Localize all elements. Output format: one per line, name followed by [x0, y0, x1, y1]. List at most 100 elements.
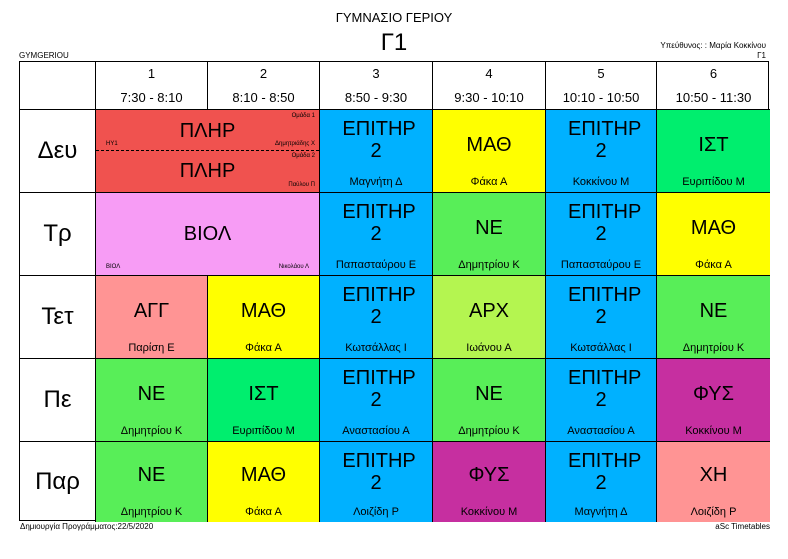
lesson-teacher: Κωτσάλλας Ι	[570, 342, 632, 354]
lesson-cell[interactable]: ΜΑΘ Φάκα Α	[208, 442, 320, 522]
lesson-cell[interactable]: ΕΠΙΤΗΡ 2 Παπασταύρου Ε	[320, 193, 433, 276]
period-time: 10:50 - 11:30	[675, 90, 752, 105]
lesson-cell[interactable]: ΜΑΘ Φάκα Α	[208, 276, 320, 359]
lesson-subject: ΙΣΤ	[248, 382, 279, 405]
day-label: Τετ	[20, 276, 96, 359]
responsible-info: Υπεύθυνος: : Μαρία Κοκκίνου Γ1	[660, 41, 766, 61]
period-header-1: 1 7:30 - 8:10	[96, 62, 208, 110]
lesson-subject: ΜΑΘ	[240, 464, 287, 486]
lesson-teacher: Φάκα Α	[245, 506, 282, 518]
lesson-teacher: Νικολάου Λ	[278, 264, 309, 270]
period-number: 2	[259, 66, 268, 81]
lesson-subject: ΕΠΙΤΗΡ 2	[342, 450, 416, 494]
lesson-teacher: Φάκα Α	[470, 176, 508, 188]
lesson-cell[interactable]: ΑΓΓ Παρίση Ε	[96, 276, 208, 359]
group1-subject: ΠΛΗΡ	[179, 120, 236, 142]
lesson-cell[interactable]: ΝΕ Δημητρίου Κ	[657, 276, 770, 359]
lesson-subject: ΝΕ	[475, 216, 503, 239]
lesson-cell[interactable]: ΕΠΙΤΗΡ 2 Κοκκίνου Μ	[546, 110, 657, 193]
school-code: GYMGERIOU	[19, 51, 69, 60]
group2-label: Ομάδα 2	[291, 153, 315, 159]
lesson-teacher: Φάκα Α	[245, 342, 282, 354]
lesson-cell[interactable]: ΑΡΧ Ιωάνου Α	[433, 276, 546, 359]
period-header-5: 5 10:10 - 10:50	[546, 62, 657, 110]
group1-teacher: Δημητριάδης Χ	[275, 141, 315, 147]
lesson-subject: ΑΓΓ	[133, 299, 170, 322]
period-number: 1	[147, 66, 156, 81]
period-time: 8:50 - 9:30	[344, 90, 408, 105]
lesson-cell[interactable]: ΜΑΘ Φάκα Α	[657, 193, 770, 276]
lesson-cell[interactable]: ΙΣΤ Ευριπίδου Μ	[208, 359, 320, 442]
lesson-subject: ΧΗ	[699, 464, 728, 486]
lesson-cell[interactable]: ΕΠΙΤΗΡ 2 Παπασταύρου Ε	[546, 193, 657, 276]
lesson-subject: ΦΥΣ	[692, 382, 734, 405]
lesson-cell[interactable]: ΕΠΙΤΗΡ 2 Κωτσάλλας Ι	[546, 276, 657, 359]
lesson-subject: ΕΠΙΤΗΡ 2	[568, 450, 642, 494]
lesson-teacher: Παρίση Ε	[128, 342, 175, 354]
period-number: 4	[485, 66, 493, 81]
lesson-teacher: Ευριπίδου Μ	[682, 176, 745, 188]
responsible-class: Γ1	[757, 51, 766, 60]
lesson-cell[interactable]: ΕΠΙΤΗΡ 2 Κωτσάλλας Ι	[320, 276, 433, 359]
lesson-subject: ΒΙΟΛ	[183, 223, 232, 245]
lesson-teacher: Μαγνήτη Δ	[574, 506, 628, 518]
period-number: 6	[709, 66, 718, 81]
lesson-subject: ΕΠΙΤΗΡ 2	[342, 201, 416, 245]
software-credit: aSc Timetables	[715, 522, 770, 531]
lesson-cell[interactable]: ΕΠΙΤΗΡ 2 Αναστασίου Α	[546, 359, 657, 442]
lesson-subject: ΙΣΤ	[698, 133, 729, 156]
lesson-cell[interactable]: ΦΥΣ Κοκκίνου Μ	[657, 359, 770, 442]
lesson-teacher: Λοιζίδη Ρ	[353, 506, 399, 518]
period-header-2: 2 8:10 - 8:50	[208, 62, 320, 110]
group2-subject: ΠΛΗΡ	[179, 160, 236, 182]
lesson-teacher: Αναστασίου Α	[567, 425, 635, 437]
lesson-cell[interactable]: ΕΠΙΤΗΡ 2 Μαγνήτη Δ	[546, 442, 657, 522]
lesson-cell[interactable]: ΕΠΙΤΗΡ 2 Μαγνήτη Δ	[320, 110, 433, 193]
lesson-cell[interactable]: ΕΠΙΤΗΡ 2 Αναστασίου Α	[320, 359, 433, 442]
lesson-cell[interactable]: ΝΕ Δημητρίου Κ	[433, 359, 546, 442]
lesson-subject: ΕΠΙΤΗΡ 2	[342, 284, 416, 328]
day-label: Πε	[20, 359, 96, 442]
group-divider	[96, 150, 319, 151]
lesson-teacher: Δημητρίου Κ	[120, 506, 183, 518]
lesson-teacher: Κοκκίνου Μ	[460, 506, 518, 518]
day-label: Τρ	[20, 193, 96, 276]
split-lesson-cell[interactable]: ΠΛΗΡ Ομάδα 1 ΗΥ1 Δημητριάδης Χ Ομάδα 2 ΠΛΗΡ Πα…	[96, 110, 320, 193]
lesson-subject: ΝΕ	[475, 382, 503, 405]
biology-lesson-cell[interactable]: ΒΙΟΛ ΒΙΟΛ Νικολάου Λ	[96, 193, 320, 276]
lesson-teacher: Δημητρίου Κ	[120, 425, 183, 437]
period-header-6: 6 10:50 - 11:30	[657, 62, 770, 110]
lesson-teacher: Κοκκίνου Μ	[685, 425, 742, 437]
lesson-subject: ΝΕ	[699, 299, 728, 322]
lesson-cell[interactable]: ΕΠΙΤΗΡ 2 Λοιζίδη Ρ	[320, 442, 433, 522]
day-label: Παρ	[20, 442, 96, 522]
lesson-subject: ΝΕ	[137, 464, 166, 486]
period-number: 5	[597, 66, 605, 81]
period-time: 9:30 - 10:10	[454, 90, 524, 105]
lesson-subject: ΝΕ	[137, 382, 166, 405]
lesson-cell[interactable]: ΧΗ Λοιζίδη Ρ	[657, 442, 770, 522]
created-date: Δημιουργία Προγράμματος:22/5/2020	[20, 522, 154, 531]
lesson-cell[interactable]: ΦΥΣ Κοκκίνου Μ	[433, 442, 546, 522]
period-header-3: 3 8:50 - 9:30	[320, 62, 433, 110]
day-label: Δευ	[20, 110, 96, 193]
period-number: 3	[372, 66, 380, 81]
lesson-teacher: Αναστασίου Α	[342, 425, 410, 437]
lesson-teacher: Μαγνήτη Δ	[349, 176, 403, 188]
group1-room: ΗΥ1	[106, 141, 118, 147]
lesson-cell[interactable]: ΜΑΘ Φάκα Α	[433, 110, 546, 193]
lesson-subject: ΕΠΙΤΗΡ 2	[568, 201, 642, 245]
lesson-cell[interactable]: ΝΕ Δημητρίου Κ	[96, 359, 208, 442]
lesson-teacher: Ιωάνου Α	[466, 342, 512, 354]
lesson-subject: ΕΠΙΤΗΡ 2	[568, 118, 642, 162]
lesson-cell[interactable]: ΝΕ Δημητρίου Κ	[96, 442, 208, 522]
school-title: ΓΥΜΝΑΣΙΟ ΓΕΡΙΟΥ	[335, 10, 453, 25]
lesson-teacher: Κωτσάλλας Ι	[345, 342, 407, 354]
lesson-teacher: Λοιζίδη Ρ	[690, 506, 737, 518]
lesson-cell[interactable]: ΙΣΤ Ευριπίδου Μ	[657, 110, 770, 193]
class-title: Γ1	[380, 29, 408, 56]
lesson-teacher: Ευριπίδου Μ	[232, 425, 295, 437]
lesson-teacher: Κοκκίνου Μ	[572, 176, 630, 188]
lesson-subject: ΕΠΙΤΗΡ 2	[342, 118, 416, 162]
lesson-cell[interactable]: ΝΕ Δημητρίου Κ	[433, 193, 546, 276]
